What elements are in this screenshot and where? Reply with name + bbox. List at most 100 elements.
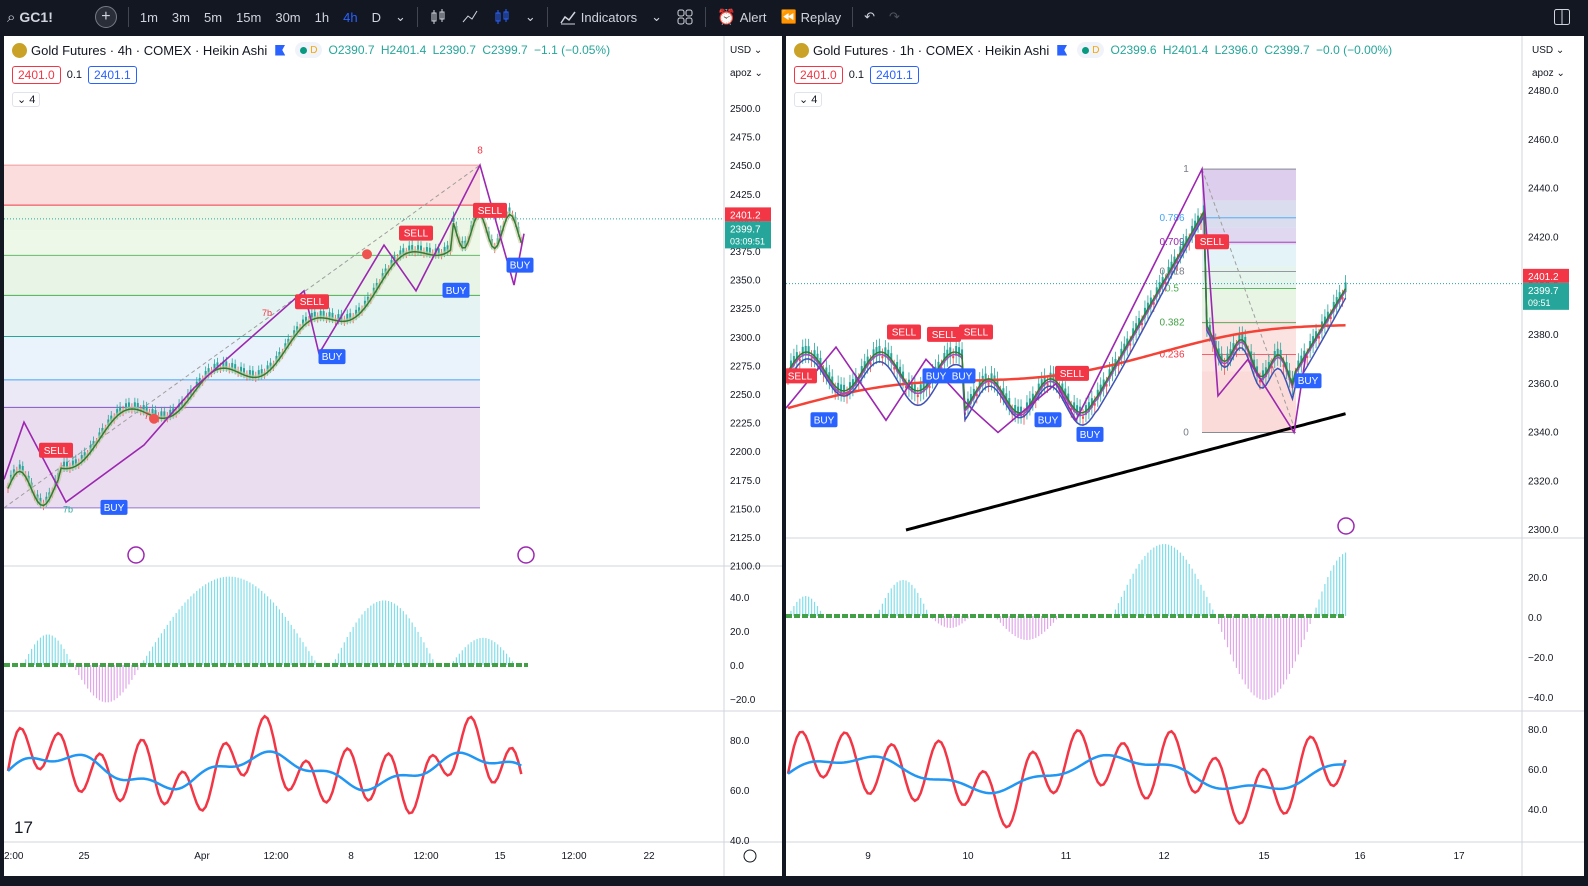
scale-mode-label: apoz	[1532, 68, 1554, 79]
signal-label: BUY	[1038, 415, 1059, 426]
right-chart-title[interactable]: Gold Futures · 1h · COMEX · Heikin Ashi	[813, 43, 1049, 58]
interval-1h[interactable]: 1h	[308, 0, 336, 34]
price-tick-label: 2350.0	[730, 276, 761, 287]
alert-button[interactable]: ⏰ Alert	[710, 0, 773, 34]
fib-level-label: 0.786	[1159, 213, 1184, 224]
price-tick-label: 2380.0	[1528, 330, 1559, 341]
currency-label: USD	[730, 45, 751, 56]
time-tick-label: 16	[1354, 851, 1366, 862]
status-dot-icon	[300, 47, 307, 54]
interval-15m[interactable]: 15m	[229, 0, 268, 34]
undo-button[interactable]: ↶	[857, 0, 882, 34]
indicator-count: 4	[811, 94, 817, 106]
templates-button[interactable]	[669, 0, 701, 34]
layout-toggle-button[interactable]	[1546, 0, 1578, 34]
rewind-icon: ⏪	[780, 9, 796, 25]
left-buy-price-button[interactable]: 2401.1	[88, 66, 137, 84]
fib-level-label: 1	[1183, 164, 1189, 175]
signal-label: SELL	[300, 297, 325, 308]
replay-marker-icon	[128, 547, 144, 563]
wave-mark: 7	[144, 411, 149, 421]
osc-tick-label: 0.0	[730, 661, 744, 672]
bottom-bar	[0, 876, 1588, 886]
indicators-button[interactable]: Indicators	[552, 0, 644, 34]
bar-type-heikin-button[interactable]	[486, 0, 518, 34]
price-tick-label: 2100.0	[730, 562, 761, 573]
right-ohlc-values: O2399.6 H2401.4 L2396.0 C2399.7 −0.0 (−0…	[1110, 43, 1395, 57]
fib-zone	[4, 165, 480, 205]
chevron-down-icon: ⌄	[754, 45, 762, 56]
alert-label: Alert	[740, 10, 767, 25]
ohlc-low: L2396.0	[1215, 43, 1258, 57]
candle-body	[881, 356, 883, 358]
left-chart-canvas[interactable]: SELL BUY SELL BUY SELL BUY SELL BUY 8 7b 7 7b 2500.0…	[4, 36, 782, 876]
status-dot-icon	[1082, 47, 1089, 54]
time-tick-label: 22	[643, 851, 655, 862]
interval-d[interactable]: D	[365, 0, 388, 34]
bar-type-dropdown-chevron-icon[interactable]: ⌄	[518, 0, 543, 34]
right-currency-selector[interactable]: USD ⌄	[1532, 45, 1564, 56]
time-tick-label: Apr	[194, 851, 210, 862]
right-sell-price-button[interactable]: 2401.0	[794, 66, 843, 84]
left-data-status-badge[interactable]: D	[295, 42, 322, 58]
osc-tick-label: 20.0	[1528, 573, 1548, 584]
indicators-dropdown-chevron-icon[interactable]: ⌄	[644, 0, 669, 34]
interval-5m[interactable]: 5m	[197, 0, 229, 34]
left-scale-mode-selector[interactable]: apoz ⌄	[730, 68, 763, 79]
price-tick-label: 2320.0	[1528, 476, 1559, 487]
right-chart-canvas[interactable]: 1 0.786 0.709 0.618 0.5 0.382 0.236 0 SELL BUY SEL…	[786, 36, 1584, 876]
right-indicators-collapse-button[interactable]: ⌄ 4	[794, 92, 822, 107]
left-chart-panel[interactable]: SELL BUY SELL BUY SELL BUY SELL BUY 8 7b 7 7b 2500.0…	[4, 36, 782, 876]
grid-icon	[676, 8, 694, 26]
price-tick-label: 2480.0	[1528, 86, 1559, 97]
left-currency-selector[interactable]: USD ⌄	[730, 45, 762, 56]
ohlc-close: C2399.7	[482, 43, 527, 57]
osc-tick-label: −40.0	[1528, 693, 1554, 704]
d-badge-label: D	[310, 45, 317, 56]
fib-level-label: 0	[1183, 427, 1189, 438]
signal-label: BUY	[104, 503, 125, 514]
price-tick-label: 2225.0	[730, 419, 761, 430]
left-indicators-collapse-button[interactable]: ⌄ 4	[12, 92, 40, 107]
interval-30m[interactable]: 30m	[268, 0, 307, 34]
right-buy-price-button[interactable]: 2401.1	[870, 66, 919, 84]
flag-icon[interactable]	[1057, 45, 1067, 56]
symbol-search-button[interactable]: ⌕ GC1!	[0, 0, 60, 34]
redo-icon: ↷	[889, 9, 900, 25]
replay-label: Replay	[801, 10, 841, 25]
bar-type-line-button[interactable]	[454, 0, 486, 34]
rsi-tick-label: 40.0	[1528, 805, 1548, 816]
left-chart-title[interactable]: Gold Futures · 4h · COMEX · Heikin Ashi	[31, 43, 267, 58]
ohlc-change: −1.1 (−0.05%)	[534, 43, 610, 57]
time-tick-label: 10	[962, 851, 974, 862]
flag-icon[interactable]	[275, 45, 285, 56]
candle-body	[917, 395, 919, 397]
interval-dropdown-chevron-icon[interactable]: ⌄	[388, 0, 413, 34]
signal-label: SELL	[404, 229, 429, 240]
right-chart-panel[interactable]: 1 0.786 0.709 0.618 0.5 0.382 0.236 0 SELL BUY SEL…	[786, 36, 1584, 876]
right-chart-legend: Gold Futures · 1h · COMEX · Heikin Ashi …	[794, 42, 1395, 58]
replay-button[interactable]: ⏪ Replay	[773, 0, 848, 34]
redo-button[interactable]: ↷	[882, 0, 907, 34]
gold-symbol-icon	[794, 43, 809, 58]
price-tick-label: 2440.0	[1528, 184, 1559, 195]
interval-3m[interactable]: 3m	[165, 0, 197, 34]
fib-zone	[4, 255, 480, 295]
bar-type-candles-button[interactable]	[422, 0, 454, 34]
right-scale-mode-selector[interactable]: apoz ⌄	[1532, 68, 1565, 79]
candle-body	[1047, 383, 1049, 385]
time-tick-label: 25	[78, 851, 90, 862]
price-tick-label: 2325.0	[730, 304, 761, 315]
left-sell-price-button[interactable]: 2401.0	[12, 66, 61, 84]
candle-body	[1082, 416, 1084, 418]
chart-settings-gear-icon	[744, 850, 756, 862]
last-price-label: 2401.2	[730, 210, 761, 221]
interval-1m[interactable]: 1m	[133, 0, 165, 34]
ohlc-close: C2399.7	[1264, 43, 1309, 57]
indicator-count: 4	[29, 94, 35, 106]
interval-4h[interactable]: 4h	[336, 0, 364, 34]
price-tick-label: 2500.0	[730, 104, 761, 115]
right-data-status-badge[interactable]: D	[1077, 42, 1104, 58]
right-trade-prices: 2401.0 0.1 2401.1	[794, 66, 919, 84]
compare-symbol-button[interactable]: +	[88, 0, 124, 34]
